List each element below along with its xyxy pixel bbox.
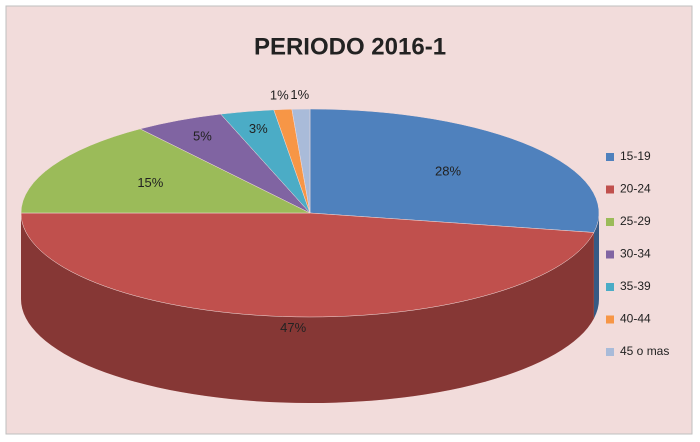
data-label: 1% (270, 87, 289, 102)
legend-label: 45 o mas (620, 344, 669, 358)
slice (20, 128, 311, 214)
legend-label: 30-34 (620, 247, 651, 261)
pie-sides (21, 213, 599, 404)
legend-swatch (606, 283, 614, 291)
legend-label: 15-19 (620, 149, 651, 163)
data-label: 47% (280, 320, 306, 335)
legend-label: 25-29 (620, 214, 651, 228)
legend-swatch (606, 250, 614, 259)
pie-labels: 28% 47% 15% 5% 3% 1% 1% (137, 87, 461, 335)
slice-side-shade (593, 213, 599, 319)
legend-swatch (606, 218, 614, 226)
legend-swatch (606, 153, 614, 161)
data-label: 1% (290, 87, 309, 102)
chart-title: PERIODO 2016-1 (254, 33, 446, 60)
legend-swatch (606, 348, 614, 356)
data-label: 3% (249, 121, 268, 136)
data-label: 15% (137, 175, 163, 190)
slice-side (21, 213, 594, 404)
slice (309, 108, 600, 233)
legend-swatch (606, 315, 614, 324)
slice-side-shade (21, 213, 594, 404)
pie-tops (20, 108, 600, 318)
legend-label: 20-24 (620, 182, 651, 196)
legend: 15-19 20-24 25-29 30-34 35-39 40-44 45 o mas (606, 149, 669, 358)
legend-swatch (606, 185, 614, 194)
slice (20, 212, 595, 318)
legend-label: 40-44 (620, 312, 651, 326)
slice-side (593, 213, 599, 319)
data-label: 5% (193, 128, 212, 143)
legend-label: 35-39 (620, 279, 651, 293)
slice (291, 108, 311, 214)
data-label: 28% (435, 163, 461, 178)
